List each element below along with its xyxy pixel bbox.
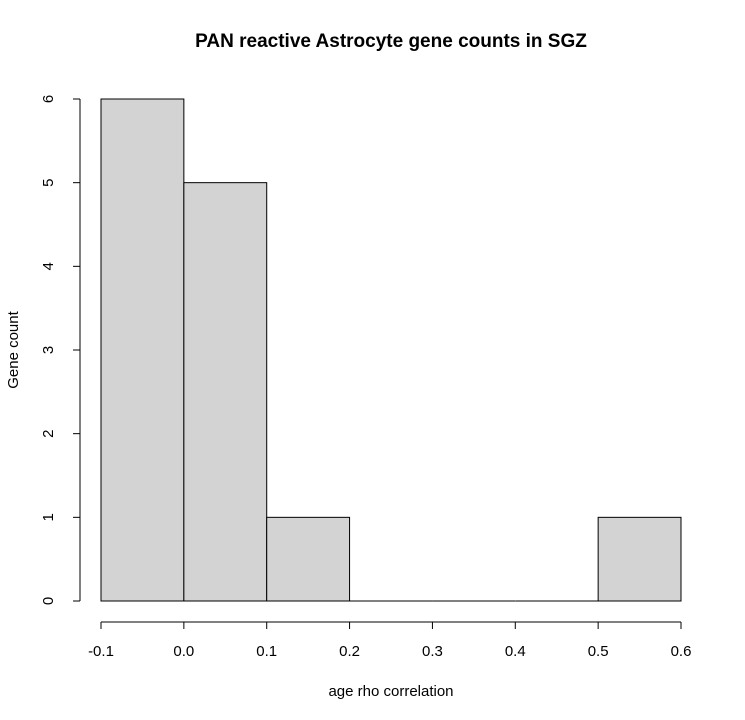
x-axis-label: age rho correlation [328, 683, 453, 700]
x-tick-label: 0.6 [671, 643, 692, 660]
y-axis-label: Gene count [5, 310, 22, 388]
y-tick-label: 6 [40, 95, 57, 103]
chart-title: PAN reactive Astrocyte gene counts in SG… [195, 31, 587, 52]
bars-group [100, 98, 682, 602]
y-tick-label: 3 [40, 346, 57, 354]
y-tick-label: 5 [40, 178, 57, 186]
histogram-bar [183, 182, 268, 602]
x-tick-label: 0.4 [505, 643, 526, 660]
x-tick-label: 0.1 [256, 643, 277, 660]
x-tick-label: 0.3 [422, 643, 443, 660]
y-tick-label: 4 [40, 262, 57, 270]
y-tick-label: 0 [40, 597, 57, 605]
histogram-bar [266, 516, 351, 602]
x-tick-label: 0.2 [339, 643, 360, 660]
x-axis: -0.1 0.0 0.1 0.2 0.3 0.4 0.5 0.6 [88, 621, 692, 660]
y-tick-label: 2 [40, 429, 57, 437]
x-tick-label: -0.1 [88, 643, 114, 660]
histogram-bar [100, 98, 185, 602]
y-tick-label: 1 [40, 513, 57, 521]
y-axis: 0 1 2 3 4 5 6 [40, 95, 81, 605]
x-tick-label: 0.0 [173, 643, 194, 660]
histogram-bar [597, 516, 682, 602]
x-tick-label: 0.5 [588, 643, 609, 660]
